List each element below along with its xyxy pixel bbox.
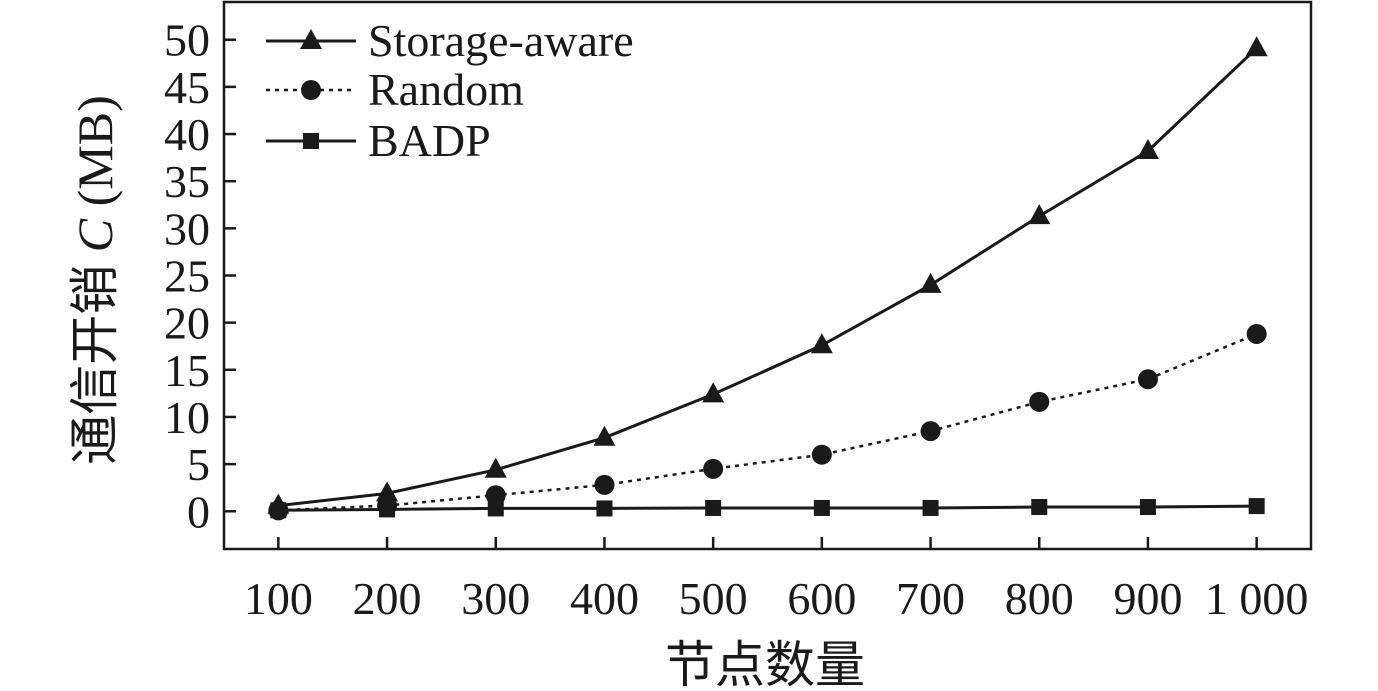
series-storage-aware [267, 36, 1268, 514]
x-tick-label: 200 [353, 573, 422, 624]
y-tick-label: 40 [164, 109, 210, 160]
legend-item: Storage-aware [266, 15, 634, 66]
data-point [485, 485, 506, 506]
legend-item: BADP [266, 115, 491, 166]
y-tick-label: 10 [164, 392, 210, 443]
data-point [1248, 498, 1265, 515]
data-point [1245, 36, 1268, 57]
data-point [376, 481, 399, 502]
y-tick-label: 50 [164, 15, 210, 66]
x-tick-label: 100 [244, 573, 313, 624]
data-point [1246, 323, 1267, 344]
x-tick-label: 400 [570, 573, 639, 624]
legend-label: Random [368, 64, 524, 115]
data-point [593, 425, 616, 446]
y-tick-label: 45 [164, 62, 210, 113]
series-line [278, 47, 1258, 508]
x-tick-label: 900 [1113, 573, 1182, 624]
y-axis-title-unit: (MB) [67, 95, 123, 219]
legend-marker [303, 133, 319, 149]
data-point [705, 499, 722, 516]
x-axis-title: 节点数量 [665, 637, 865, 691]
legend-label: Storage-aware [368, 15, 634, 66]
legend-item: Random [266, 64, 524, 115]
series-random [268, 323, 1267, 521]
y-tick-label: 35 [164, 156, 210, 207]
y-tick-label: 0 [187, 486, 210, 537]
data-point [811, 444, 832, 465]
x-tick-label: 600 [787, 573, 856, 624]
data-point [1028, 204, 1051, 225]
data-point [484, 457, 507, 478]
x-tick-label: 300 [461, 573, 530, 624]
y-axis-title-variable: C [67, 218, 123, 252]
legend-marker [301, 80, 321, 100]
data-point [702, 382, 725, 403]
series-layer [267, 36, 1268, 521]
data-point [379, 501, 396, 518]
data-point [1139, 499, 1156, 516]
data-point [703, 458, 724, 479]
x-tick-label: 800 [1005, 573, 1074, 624]
x-tick-label: 700 [896, 573, 965, 624]
y-tick-label: 30 [164, 203, 210, 254]
data-point [596, 500, 613, 517]
y-tick-label: 5 [187, 439, 210, 490]
data-point [1029, 391, 1050, 412]
y-tick-label: 20 [164, 298, 210, 349]
series-line [278, 504, 1257, 512]
y-axis-title: 通信开销 C (MB) [67, 95, 123, 464]
data-point [594, 474, 615, 495]
data-point [810, 333, 833, 354]
data-point [270, 502, 287, 519]
data-point [1136, 139, 1159, 160]
data-point [1031, 499, 1048, 516]
data-point [1137, 369, 1158, 390]
legend-label: BADP [368, 115, 491, 166]
series-badp [270, 498, 1265, 519]
series-line [278, 332, 1258, 512]
data-point [922, 499, 939, 516]
y-tick-label: 15 [164, 345, 210, 396]
legend-marker [300, 29, 322, 49]
x-tick-label: 500 [679, 573, 748, 624]
data-point [487, 500, 504, 517]
y-tick-label: 25 [164, 251, 210, 302]
data-point [919, 272, 942, 293]
data-point [920, 421, 941, 442]
y-axis-title-label: 通信开销 [67, 252, 123, 465]
x-tick-label: 1 000 [1205, 573, 1309, 624]
data-point [813, 499, 830, 516]
